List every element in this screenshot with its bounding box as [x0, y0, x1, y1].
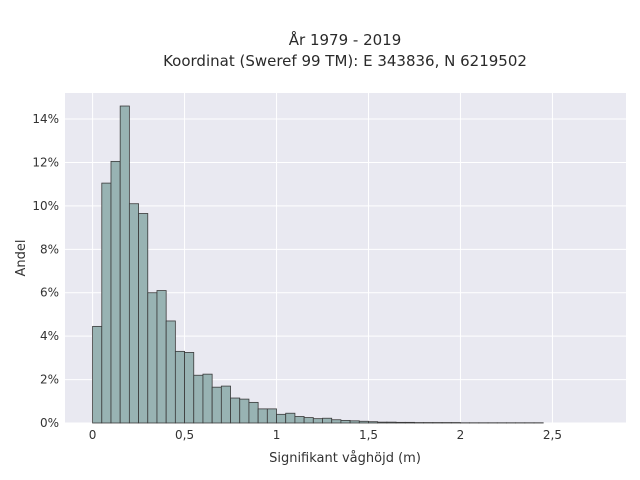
histogram-bar	[92, 325, 103, 424]
histogram-bar	[147, 292, 158, 424]
histogram-bar	[322, 417, 333, 424]
histogram-bar	[349, 420, 360, 424]
histogram-bar	[303, 417, 314, 424]
histogram-bars	[92, 105, 544, 424]
y-tick-label: 8%	[40, 242, 59, 256]
x-tick-label: 2,5	[543, 428, 562, 442]
x-tick-label: 2	[457, 428, 465, 442]
y-tick-label: 0%	[40, 416, 59, 430]
histogram-bar	[266, 408, 277, 424]
histogram-bar	[138, 213, 149, 424]
histogram-bar	[294, 416, 305, 424]
y-tick-label: 6%	[40, 286, 59, 300]
histogram-bar	[312, 418, 323, 424]
histogram-bar	[239, 398, 250, 424]
histogram-bar	[276, 413, 287, 424]
histogram-bar	[257, 408, 268, 424]
histogram-bar	[285, 412, 296, 424]
histogram-bar	[386, 421, 397, 424]
histogram-bar	[340, 419, 351, 424]
y-axis-ticks: 0% 2% 4% 6% 8% 10% 12% 14%	[32, 112, 59, 430]
histogram-bar	[404, 421, 415, 424]
histogram-bar	[377, 421, 388, 424]
histogram-bar	[220, 385, 231, 424]
histogram-bar	[165, 320, 176, 424]
histogram-bar	[156, 290, 167, 424]
x-tick-label: 1,5	[359, 428, 378, 442]
histogram-bar	[202, 373, 213, 424]
y-tick-label: 2%	[40, 373, 59, 387]
y-tick-label: 14%	[32, 112, 59, 126]
x-axis-ticks: 0 0,5 1 1,5 2 2,5	[89, 428, 562, 442]
histogram-bar	[184, 352, 195, 424]
histogram-bar	[368, 421, 379, 424]
histogram-bar	[101, 182, 112, 424]
histogram-bar	[358, 420, 369, 424]
histogram-bar	[211, 386, 222, 424]
chart-title-line2: Koordinat (Sweref 99 TM): E 343836, N 62…	[163, 52, 527, 70]
histogram-bar	[193, 374, 204, 424]
histogram-bar	[119, 105, 130, 424]
histogram-bar	[230, 397, 241, 424]
histogram-bar	[110, 160, 121, 424]
x-axis-label: Signifikant våghöjd (m)	[269, 451, 421, 466]
y-tick-label: 10%	[32, 199, 59, 213]
x-tick-label: 0,5	[175, 428, 194, 442]
x-tick-label: 0	[89, 428, 97, 442]
y-tick-label: 12%	[32, 155, 59, 169]
histogram-bar	[331, 419, 342, 424]
y-tick-label: 4%	[40, 329, 59, 343]
histogram-bar	[128, 203, 139, 424]
chart-title-line1: År 1979 - 2019	[289, 30, 402, 49]
y-axis-label: Andel	[14, 240, 29, 277]
histogram-bar	[248, 401, 259, 424]
histogram-bar	[174, 350, 185, 424]
x-tick-label: 1	[273, 428, 281, 442]
histogram-bar	[395, 421, 406, 424]
